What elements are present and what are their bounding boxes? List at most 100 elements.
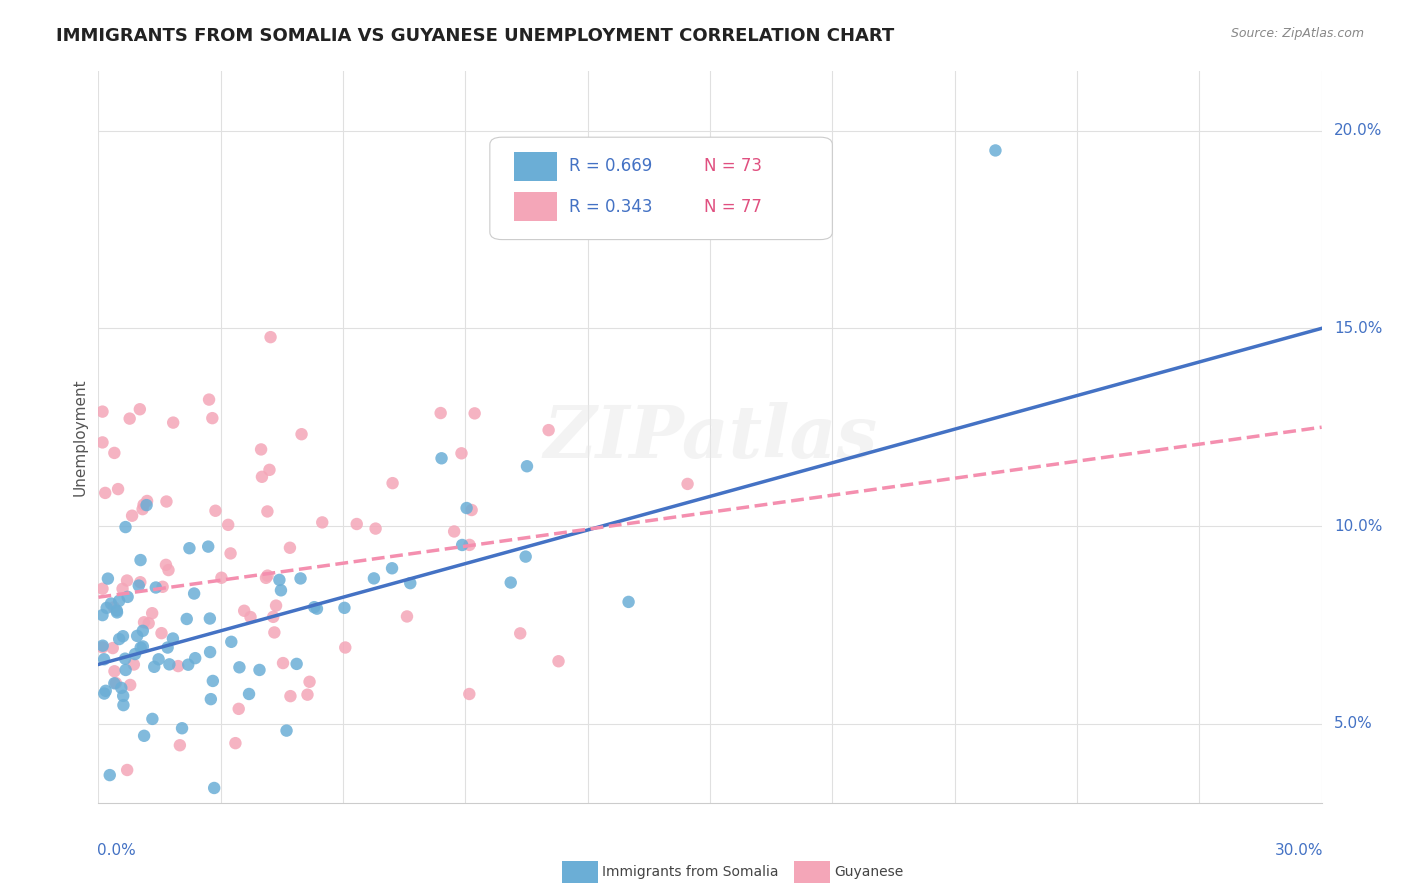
Point: [104, 676, 127, 690]
Point: [202, 780, 225, 795]
Point: [138, 616, 160, 631]
Point: [156, 640, 179, 655]
Point: [458, 538, 481, 552]
Point: [221, 635, 243, 649]
Point: [170, 721, 193, 735]
Point: [335, 640, 357, 655]
Point: [103, 600, 125, 615]
Point: [93, 652, 115, 666]
Text: R = 0.669: R = 0.669: [569, 158, 652, 176]
Point: [264, 599, 287, 613]
Point: [97, 572, 120, 586]
Point: [103, 676, 125, 690]
Point: [395, 609, 418, 624]
Point: [238, 687, 260, 701]
Point: [105, 604, 128, 618]
Point: [141, 606, 163, 620]
Point: [200, 692, 222, 706]
Point: [249, 663, 271, 677]
Point: [132, 729, 155, 743]
Text: 0.0%: 0.0%: [97, 843, 136, 858]
Point: [499, 575, 522, 590]
Point: [132, 498, 155, 512]
Point: [464, 406, 486, 420]
Point: [114, 663, 136, 677]
Point: [381, 561, 404, 575]
Point: [429, 406, 451, 420]
Point: [108, 632, 131, 646]
Point: [155, 558, 177, 572]
Point: [460, 503, 482, 517]
Point: [114, 520, 136, 534]
Bar: [515, 192, 557, 221]
Point: [135, 498, 157, 512]
Point: [271, 656, 294, 670]
Point: [250, 470, 273, 484]
Bar: [515, 152, 557, 181]
Point: [96, 600, 118, 615]
Text: 30.0%: 30.0%: [1274, 843, 1323, 858]
Point: [201, 411, 224, 425]
Point: [115, 763, 138, 777]
Point: [94, 486, 117, 500]
Point: [184, 651, 207, 665]
Point: [91, 608, 114, 623]
Point: [201, 673, 224, 688]
Point: [311, 516, 333, 530]
Point: [118, 411, 141, 425]
Point: [100, 597, 122, 611]
Point: [120, 678, 142, 692]
Point: [110, 681, 132, 695]
Point: [91, 639, 114, 653]
FancyBboxPatch shape: [489, 137, 832, 240]
Text: IMMIGRANTS FROM SOMALIA VS GUYANESE UNEMPLOYMENT CORRELATION CHART: IMMIGRANTS FROM SOMALIA VS GUYANESE UNEM…: [56, 27, 894, 45]
Point: [141, 712, 163, 726]
Point: [112, 689, 135, 703]
Point: [132, 624, 155, 638]
Point: [121, 508, 143, 523]
Point: [547, 654, 569, 668]
Point: [209, 571, 232, 585]
Point: [98, 768, 121, 782]
Point: [256, 504, 278, 518]
Point: [256, 568, 278, 582]
Point: [456, 501, 478, 516]
Point: [263, 625, 285, 640]
Point: [617, 595, 640, 609]
Point: [269, 573, 291, 587]
Point: [183, 586, 205, 600]
Point: [103, 665, 125, 679]
Point: [157, 563, 180, 577]
Point: [443, 524, 465, 539]
Point: [132, 640, 155, 654]
Point: [346, 516, 368, 531]
Point: [250, 442, 273, 457]
Point: [259, 463, 281, 477]
Point: [430, 451, 453, 466]
Text: 5.0%: 5.0%: [1334, 716, 1372, 731]
Point: [105, 606, 128, 620]
Point: [101, 641, 124, 656]
Text: 10.0%: 10.0%: [1334, 518, 1382, 533]
Text: N = 73: N = 73: [704, 158, 762, 176]
Point: [198, 392, 221, 407]
Point: [114, 651, 136, 665]
Point: [91, 582, 114, 596]
Point: [111, 629, 134, 643]
Point: [107, 482, 129, 496]
Point: [176, 612, 198, 626]
Text: N = 77: N = 77: [704, 198, 762, 216]
Point: [204, 504, 226, 518]
Point: [91, 640, 114, 655]
Point: [103, 446, 125, 460]
Point: [197, 540, 219, 554]
Point: [381, 476, 404, 491]
Point: [157, 657, 180, 672]
Point: [143, 660, 166, 674]
Point: [285, 657, 308, 671]
Point: [131, 502, 153, 516]
Point: [169, 738, 191, 752]
Point: [984, 144, 1007, 158]
Point: [155, 494, 177, 508]
Point: [333, 600, 356, 615]
